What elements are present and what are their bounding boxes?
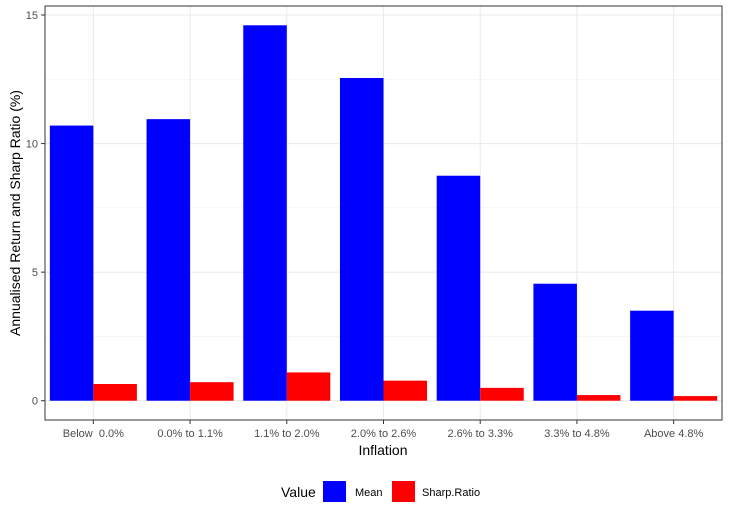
x-tick-label: 1.1% to 2.0% (254, 428, 320, 440)
legend-label-sharp-ratio: Sharp.Ratio (422, 487, 480, 499)
x-tick-label: Below 0.0% (63, 428, 124, 440)
legend-title: Value (281, 484, 316, 500)
bar-sharp-ratio-5 (576, 395, 621, 401)
bar-sharp-ratio-6 (673, 396, 718, 401)
bar-mean-2 (243, 25, 287, 401)
legend-label-mean: Mean (355, 487, 383, 499)
bar-mean-4 (436, 175, 481, 401)
bar-mean-1 (146, 119, 191, 401)
y-axis: 0 5 10 15 (26, 10, 45, 408)
x-tick-label: Above 4.8% (644, 428, 704, 440)
bar-sharp-ratio-1 (190, 382, 234, 401)
legend: Value Mean Sharp.Ratio (281, 481, 480, 502)
x-axis-title: Inflation (358, 442, 407, 458)
y-tick-label: 5 (32, 267, 38, 279)
y-tick-label: 0 (32, 396, 38, 408)
bar-sharp-ratio-0 (93, 384, 137, 401)
bar-sharp-ratio-2 (286, 372, 331, 401)
bar-mean-3 (339, 78, 384, 401)
bar-mean-5 (533, 283, 577, 401)
y-tick-label: 10 (26, 139, 38, 151)
bar-sharp-ratio-3 (383, 380, 428, 401)
x-tick-label: 2.6% to 3.3% (447, 428, 513, 440)
x-axis: Below 0.0% 0.0% to 1.1% 1.1% to 2.0% 2.0% t… (63, 420, 704, 440)
y-axis-title: Annualised Return and Sharp Ratio (%) (7, 90, 23, 336)
x-tick-label: 3.3% to 4.8% (544, 428, 610, 440)
bar-mean-6 (630, 310, 674, 401)
plot-panel (44, 5, 723, 421)
y-tick-label: 15 (26, 10, 38, 22)
legend-key-mean (323, 481, 346, 502)
x-tick-label: 2.0% to 2.6% (351, 428, 417, 440)
bar-mean-0 (49, 125, 94, 401)
bar-sharp-ratio-4 (480, 387, 524, 401)
legend-key-sharp-ratio (392, 481, 415, 502)
x-tick-label: 0.0% to 1.1% (157, 428, 223, 440)
